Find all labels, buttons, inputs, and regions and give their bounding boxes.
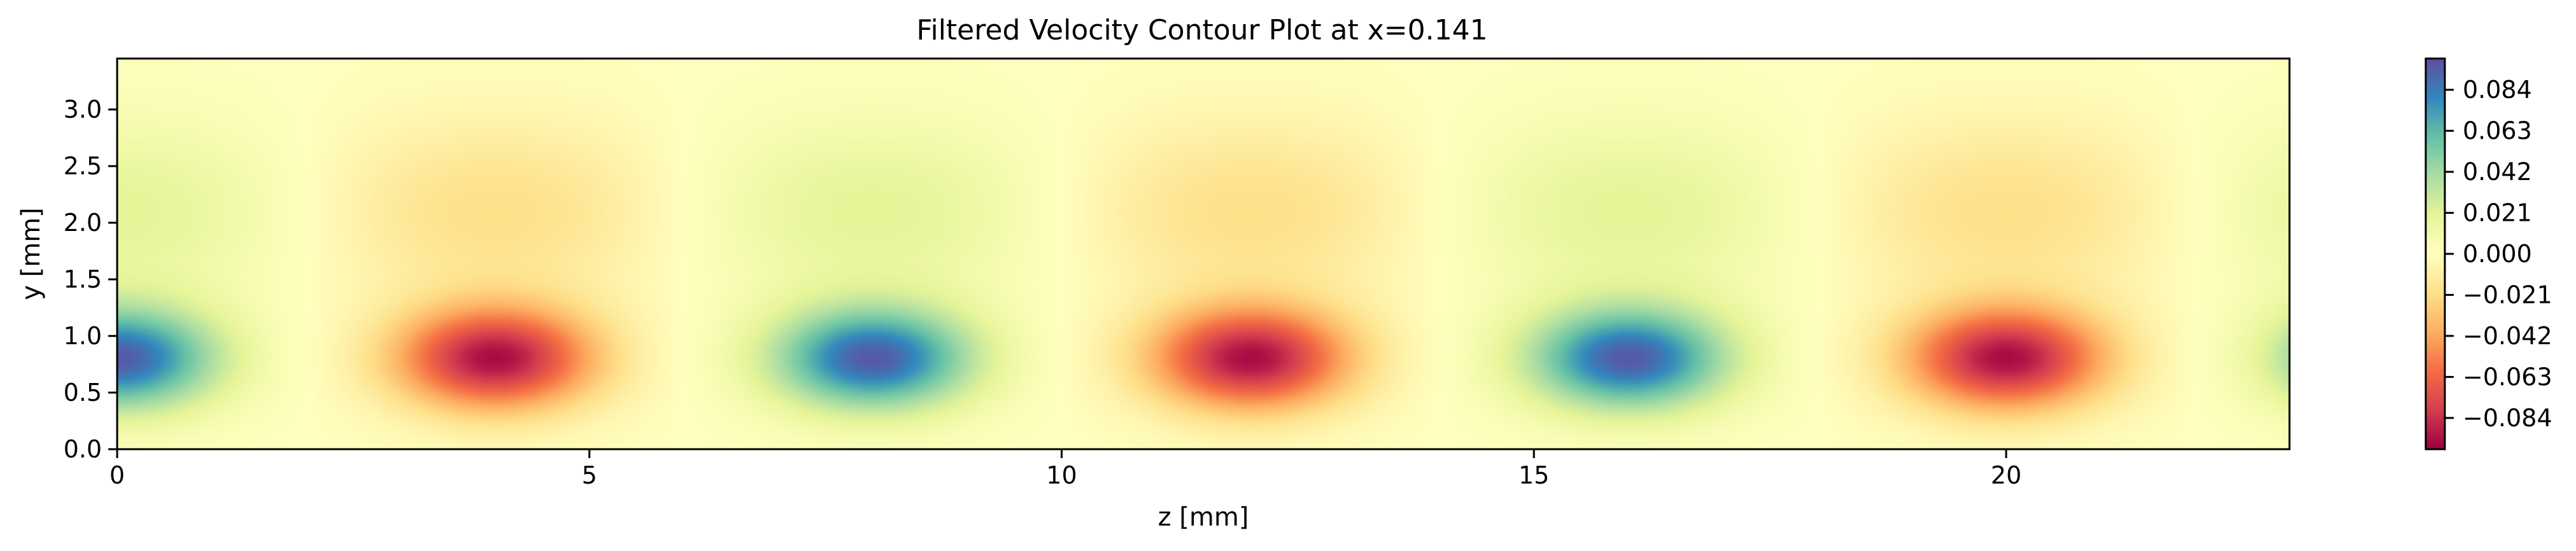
x-tick-label: 5 — [582, 461, 597, 489]
colorbar-tick-label: −0.063 — [2463, 363, 2552, 391]
y-tick-label: 1.5 — [64, 265, 102, 293]
y-tick-label: 2.5 — [64, 152, 102, 180]
colorbar-tick-label: 0.063 — [2463, 117, 2532, 145]
y-tick-label: 2.0 — [64, 209, 102, 237]
colorbar-tick-label: −0.042 — [2463, 322, 2552, 350]
heatmap-image — [117, 59, 2289, 449]
colorbar-gradient — [2426, 59, 2445, 449]
colorbar-tick-label: −0.084 — [2463, 404, 2552, 432]
colorbar-tick-label: 0.000 — [2463, 240, 2532, 268]
y-axis: 0.0 0.5 1.0 1.5 2.0 2.5 3.0 — [64, 95, 117, 463]
y-tick-label: 1.0 — [64, 322, 102, 350]
y-tick-label: 0.0 — [64, 435, 102, 463]
x-axis: 0 5 10 15 20 — [110, 449, 2021, 489]
colorbar-ticks: 0.084 0.063 0.042 0.021 0.000 −0.021 −0.042 −0.… — [2445, 76, 2552, 432]
y-axis-label: y [mm] — [17, 207, 46, 300]
x-tick-label: 20 — [1991, 461, 2021, 489]
y-tick-label: 3.0 — [64, 95, 102, 123]
colorbar-tick-label: 0.042 — [2463, 158, 2532, 186]
colorbar-tick-label: 0.084 — [2463, 76, 2532, 104]
x-tick-label: 10 — [1046, 461, 1077, 489]
plot-area — [116, 57, 2291, 450]
colorbar-tick-label: 0.021 — [2463, 199, 2532, 227]
x-axis-label: z [mm] — [1158, 503, 1249, 532]
plot-frame — [116, 57, 2291, 450]
chart-title: Filtered Velocity Contour Plot at x=0.14… — [916, 14, 1487, 46]
x-tick-label: 15 — [1518, 461, 1549, 489]
colorbar-tick-label: −0.021 — [2463, 281, 2552, 309]
colorbar: 0.084 0.063 0.042 0.021 0.000 −0.021 −0.042 −0.… — [2424, 57, 2552, 450]
y-tick-label: 0.5 — [64, 379, 102, 407]
x-tick-label: 0 — [110, 461, 125, 489]
